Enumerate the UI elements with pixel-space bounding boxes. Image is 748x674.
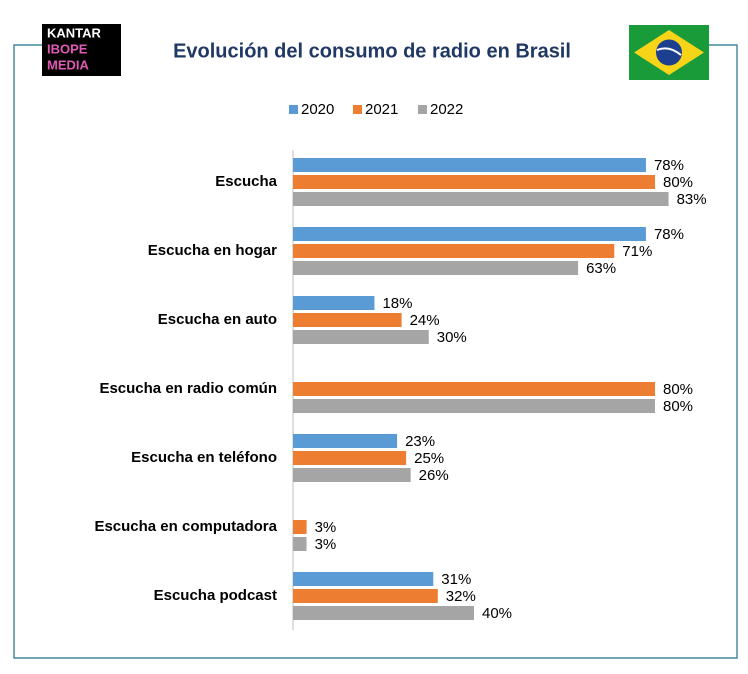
legend-label: 2022 (430, 101, 463, 118)
category-label: Escucha en hogar (148, 242, 277, 259)
value-label: 23% (405, 433, 435, 450)
bar (293, 572, 434, 586)
frame (13, 44, 738, 659)
logo: KANTAR IBOPE MEDIA (42, 24, 121, 76)
value-label: 63% (586, 260, 616, 277)
bar (293, 227, 646, 241)
category-label: Escucha en teléfono (131, 449, 277, 466)
value-label: 83% (677, 191, 707, 208)
value-label: 26% (419, 467, 449, 484)
value-label: 80% (663, 174, 693, 191)
category-label: Escucha podcast (154, 587, 277, 604)
bar (293, 313, 402, 327)
bar (293, 451, 407, 465)
bar (293, 261, 579, 275)
bar (293, 158, 646, 172)
value-label: 78% (654, 157, 684, 174)
legend-swatch (418, 105, 427, 114)
category-label: Escucha en computadora (94, 518, 277, 535)
bar (293, 244, 615, 258)
logo-text: IBOPE (47, 41, 88, 56)
bar (293, 330, 429, 344)
value-label: 25% (414, 450, 444, 467)
value-label: 78% (654, 226, 684, 243)
category-label: Escucha en auto (158, 311, 277, 328)
bar (293, 399, 655, 413)
bar (293, 606, 474, 620)
bar (293, 468, 411, 482)
bar (293, 382, 655, 396)
bar (293, 434, 398, 448)
legend-swatch (353, 105, 362, 114)
value-label: 71% (622, 243, 652, 260)
chart-title: Evolución del consumo de radio en Brasil (173, 40, 571, 62)
bar (293, 537, 307, 551)
logo-text: MEDIA (47, 57, 90, 72)
bar (293, 520, 307, 534)
value-label: 31% (441, 571, 471, 588)
category-label: Escucha (215, 173, 277, 190)
flag (629, 25, 709, 80)
value-label: 3% (315, 519, 337, 536)
legend-label: 2020 (301, 101, 334, 118)
bar (293, 175, 655, 189)
legend-swatch (289, 105, 298, 114)
value-label: 3% (315, 536, 337, 553)
value-label: 30% (437, 329, 467, 346)
bar (293, 192, 669, 206)
value-label: 80% (663, 398, 693, 415)
category-label: Escucha en radio común (99, 380, 277, 397)
value-label: 40% (482, 605, 512, 622)
value-label: 18% (382, 295, 412, 312)
value-label: 80% (663, 381, 693, 398)
value-label: 24% (410, 312, 440, 329)
legend-label: 2021 (365, 101, 398, 118)
value-label: 32% (446, 588, 476, 605)
logo-text: KANTAR (47, 25, 102, 40)
bar (293, 589, 438, 603)
bar (293, 296, 375, 310)
